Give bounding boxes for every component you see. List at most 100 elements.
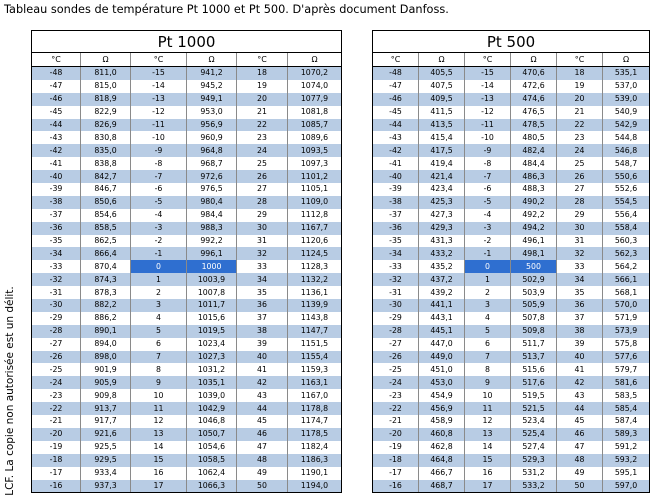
resistance-cell: 933,4 [80,466,131,480]
column-header-ohm: Ω [418,52,465,67]
resistance-cell: 913,7 [80,402,131,416]
resistance-cell: 587,4 [601,415,651,428]
temperature-cell: -3 [464,221,511,235]
resistance-cell: 838,8 [80,157,131,171]
resistance-cell: 411,5 [418,105,465,119]
temperature-cell: 18 [556,66,603,80]
temperature-cell: 0 [130,260,187,274]
resistance-cell: 1128,3 [287,260,342,274]
resistance-cell: 527,4 [510,440,557,454]
resistance-cell: 439,2 [418,286,465,300]
temperature-cell: 17 [464,479,511,494]
table-row: -17 933,4 16 1062,4 49 1190,1 [31,466,342,480]
column-header-celsius: °C [372,52,419,67]
resistance-cell: 579,7 [601,363,651,377]
resistance-cell: 517,6 [510,376,557,390]
temperature-cell: -26 [31,350,81,364]
table-row: -43 415,4 -10 480,5 23 544,8 [372,131,651,145]
temperature-cell: -5 [464,195,511,209]
temperature-cell: 8 [464,363,511,377]
resistance-cell: 456,9 [418,402,465,416]
temperature-cell: 22 [556,118,603,132]
resistance-cell: 1074,0 [287,79,342,93]
resistance-cell: 964,8 [186,144,237,158]
resistance-cell: 478,5 [510,118,557,132]
resistance-cell: 564,2 [601,260,651,274]
temperature-cell: -23 [31,389,81,403]
temperature-cell: 16 [464,466,511,480]
resistance-cell: 560,3 [601,234,651,248]
resistance-cell: 539,0 [601,92,651,106]
temperature-cell: 46 [236,427,288,441]
resistance-cell: 1186,3 [287,453,342,467]
resistance-cell: 546,8 [601,144,651,158]
temperature-cell: -7 [464,170,511,184]
resistance-cell: 1139,9 [287,299,342,312]
resistance-cell: 409,5 [418,92,465,106]
temperature-cell: 20 [556,92,603,106]
temperature-cell: -45 [31,105,81,119]
resistance-cell: 415,4 [418,131,465,145]
resistance-cell: 1003,9 [186,273,237,287]
resistance-cell: 451,0 [418,363,465,377]
resistance-cell: 835,0 [80,144,131,158]
resistance-cell: 1155,4 [287,350,342,364]
temperature-cell: 14 [130,440,187,454]
temperature-cell: -48 [31,66,81,80]
temperature-cell: 12 [464,415,511,428]
resistance-cell: 1023,4 [186,337,237,351]
temperature-cell: -30 [372,299,419,312]
pt1000-table-title: Pt 1000 [31,30,342,53]
table-row: -22 456,9 11 521,5 44 585,4 [372,402,651,416]
temperature-cell: 45 [236,415,288,428]
resistance-cell: 815,0 [80,79,131,93]
column-header-ohm: Ω [287,52,342,67]
resistance-cell: 1101,2 [287,170,342,184]
temperature-cell: -40 [31,170,81,184]
temperature-cell: -8 [464,157,511,171]
temperature-cell: -21 [31,415,81,428]
resistance-cell: 905,9 [80,376,131,390]
temperature-cell: -13 [130,92,187,106]
table-row: -27 894,0 6 1023,4 39 1151,5 [31,337,342,351]
resistance-cell: 1120,6 [287,234,342,248]
resistance-cell: 996,1 [186,247,237,261]
temperature-cell: -47 [31,79,81,93]
resistance-cell: 464,8 [418,453,465,467]
temperature-cell: 6 [130,337,187,351]
resistance-cell: 441,1 [418,299,465,312]
temperature-cell: 45 [556,415,603,428]
temperature-cell: -28 [31,324,81,338]
table-row: -36 858,5 -3 988,3 30 1167,7 [31,221,342,235]
temperature-cell: 25 [236,157,288,171]
temperature-cell: 14 [464,440,511,454]
resistance-cell: 1112,8 [287,208,342,222]
temperature-cell: -42 [372,144,419,158]
temperature-cell: 41 [236,363,288,377]
table-row: -23 909,8 10 1039,0 43 1167,0 [31,389,342,403]
table-row: -46 409,5 -13 474,6 20 539,0 [372,92,651,106]
temperature-cell: 7 [464,350,511,364]
temperature-cell: 12 [130,415,187,428]
temperature-cell: 15 [130,453,187,467]
resistance-cell: 941,2 [186,66,237,80]
temperature-cell: 7 [130,350,187,364]
temperature-cell: 34 [236,273,288,287]
temperature-cell: 44 [236,402,288,416]
temperature-cell: -47 [372,79,419,93]
resistance-cell: 1000 [186,260,237,274]
temperature-cell: 44 [556,402,603,416]
resistance-cell: 513,7 [510,350,557,364]
table-row: -22 913,7 11 1042,9 44 1178,8 [31,402,342,416]
resistance-cell: 1089,6 [287,131,342,145]
resistance-cell: 976,5 [186,183,237,196]
resistance-cell: 454,9 [418,389,465,403]
temperature-cell: 6 [464,337,511,351]
resistance-cell: 956,9 [186,118,237,132]
resistance-cell: 1046,8 [186,415,237,428]
temperature-cell: -31 [372,286,419,300]
resistance-cell: 597,0 [601,479,651,494]
table-row: -32 437,2 1 502,9 34 566,1 [372,273,651,287]
resistance-cell: 558,4 [601,221,651,235]
resistance-cell: 882,2 [80,299,131,312]
